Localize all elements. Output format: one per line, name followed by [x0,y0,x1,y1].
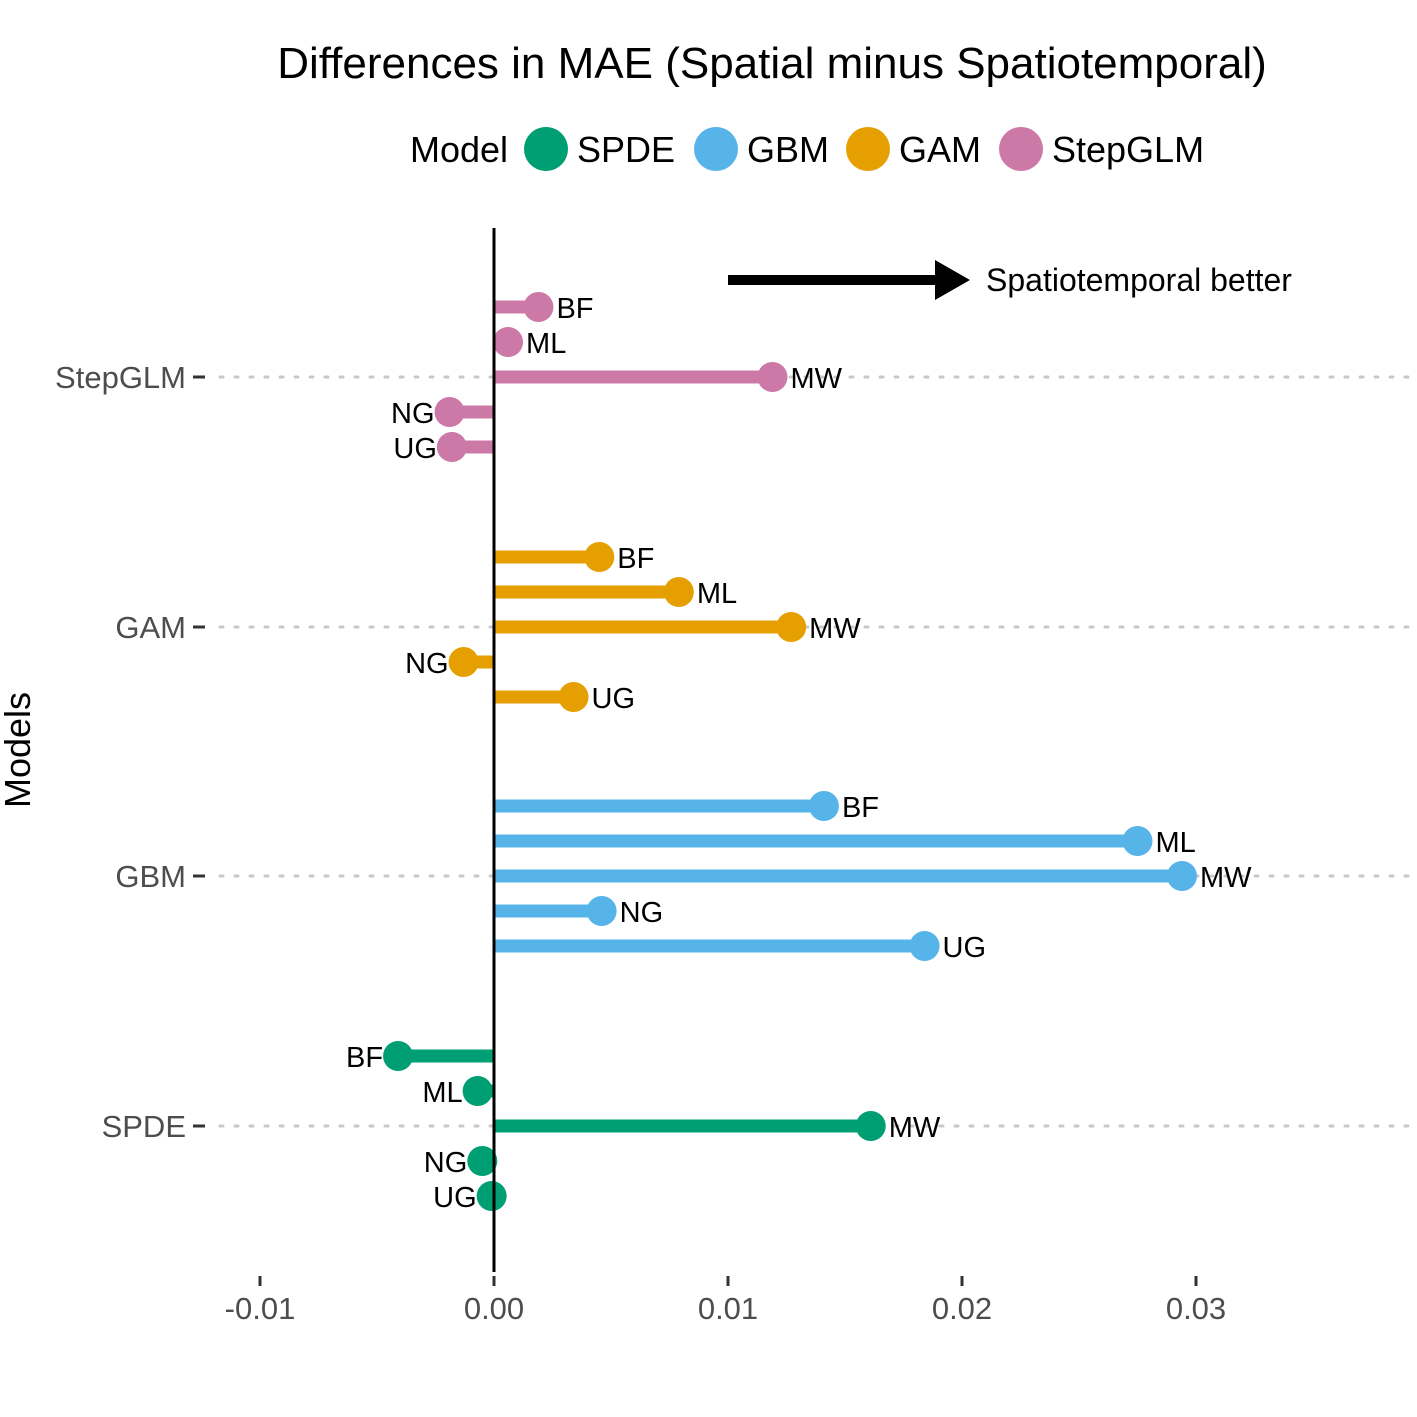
point-gam-ml [663,577,694,607]
point-spde-bf [383,1041,414,1071]
point-stepglm-ml [493,327,524,357]
x-tick-label: 0.00 [464,1291,524,1326]
data-label-stepglm-ml: ML [526,328,566,360]
axes: -0.01 0.00 0.01 0.02 0.03 SPDE GBM GAM StepGLM [55,228,1226,1326]
data-label-stepglm-ng: NG [391,398,435,430]
data-label-stepglm-bf: BF [556,293,593,325]
point-stepglm-bf [523,292,554,322]
point-gam-ng [448,647,479,677]
point-gbm-bf [808,791,839,821]
point-gbm-ng [586,896,617,926]
data-label-spde-bf: BF [346,1042,383,1074]
point-gam-ug [558,682,589,712]
point-stepglm-ug [436,432,467,462]
data-label-gbm-mw: MW [1200,862,1252,894]
y-tick-label-gam: GAM [115,610,186,645]
legend-label-gam: GAM [899,129,981,170]
data-label-gam-ml: ML [697,578,737,610]
data-label-gam-mw: MW [809,613,861,645]
point-gbm-mw [1166,861,1197,891]
annotation: Spatiotemporal better [728,260,1292,300]
point-spde-mw [855,1111,886,1141]
data-label-stepglm-ug: UG [393,433,437,465]
data-label-stepglm-mw: MW [790,363,842,395]
x-tick-label: -0.01 [225,1291,296,1326]
annotation-text: Spatiotemporal better [986,262,1292,298]
point-gam-mw [776,612,807,642]
point-spde-ug [476,1181,507,1211]
data-label-gbm-ug: UG [943,932,987,964]
point-gbm-ml [1122,826,1153,856]
point-gam-bf [584,542,615,572]
legend-title: Model [410,129,508,170]
point-stepglm-mw [757,362,788,392]
legend-swatch-gbm [694,127,738,171]
annotation-arrow-icon [935,260,970,300]
data-label-gam-bf: BF [617,543,654,575]
data-label-spde-ng: NG [424,1147,468,1179]
legend-swatch-stepglm [999,127,1043,171]
point-spde-ng [467,1146,498,1176]
data-label-gbm-ng: NG [620,897,664,929]
legend-label-spde: SPDE [577,129,675,170]
data-label-spde-ug: UG [433,1182,477,1214]
legend: Model SPDE GBM GAM StepGLM [410,127,1204,171]
data-label-spde-mw: MW [889,1112,941,1144]
y-tick-label-stepglm: StepGLM [55,360,186,395]
gridlines [218,375,1414,1128]
data-label-spde-ml: ML [422,1077,462,1109]
point-spde-ml [462,1076,493,1106]
point-stepglm-ng [434,397,465,427]
data-label-gbm-bf: BF [842,792,879,824]
legend-label-stepglm: StepGLM [1052,129,1204,170]
x-tick-label: 0.03 [1166,1291,1226,1326]
chart-title: Differences in MAE (Spatial minus Spatio… [277,39,1267,88]
y-axis-label: Models [0,692,38,808]
x-tick-label: 0.02 [932,1291,992,1326]
data-label-gbm-ml: ML [1156,827,1196,859]
y-tick-label-spde: SPDE [102,1109,186,1144]
legend-label-gbm: GBM [747,129,829,170]
legend-swatch-gam [846,127,890,171]
y-tick-label-gbm: GBM [115,859,186,894]
legend-swatch-spde [524,127,568,171]
data-label-gam-ng: NG [405,648,449,680]
point-gbm-ug [909,931,940,961]
x-tick-label: 0.01 [698,1291,758,1326]
data-label-gam-ug: UG [592,683,636,715]
